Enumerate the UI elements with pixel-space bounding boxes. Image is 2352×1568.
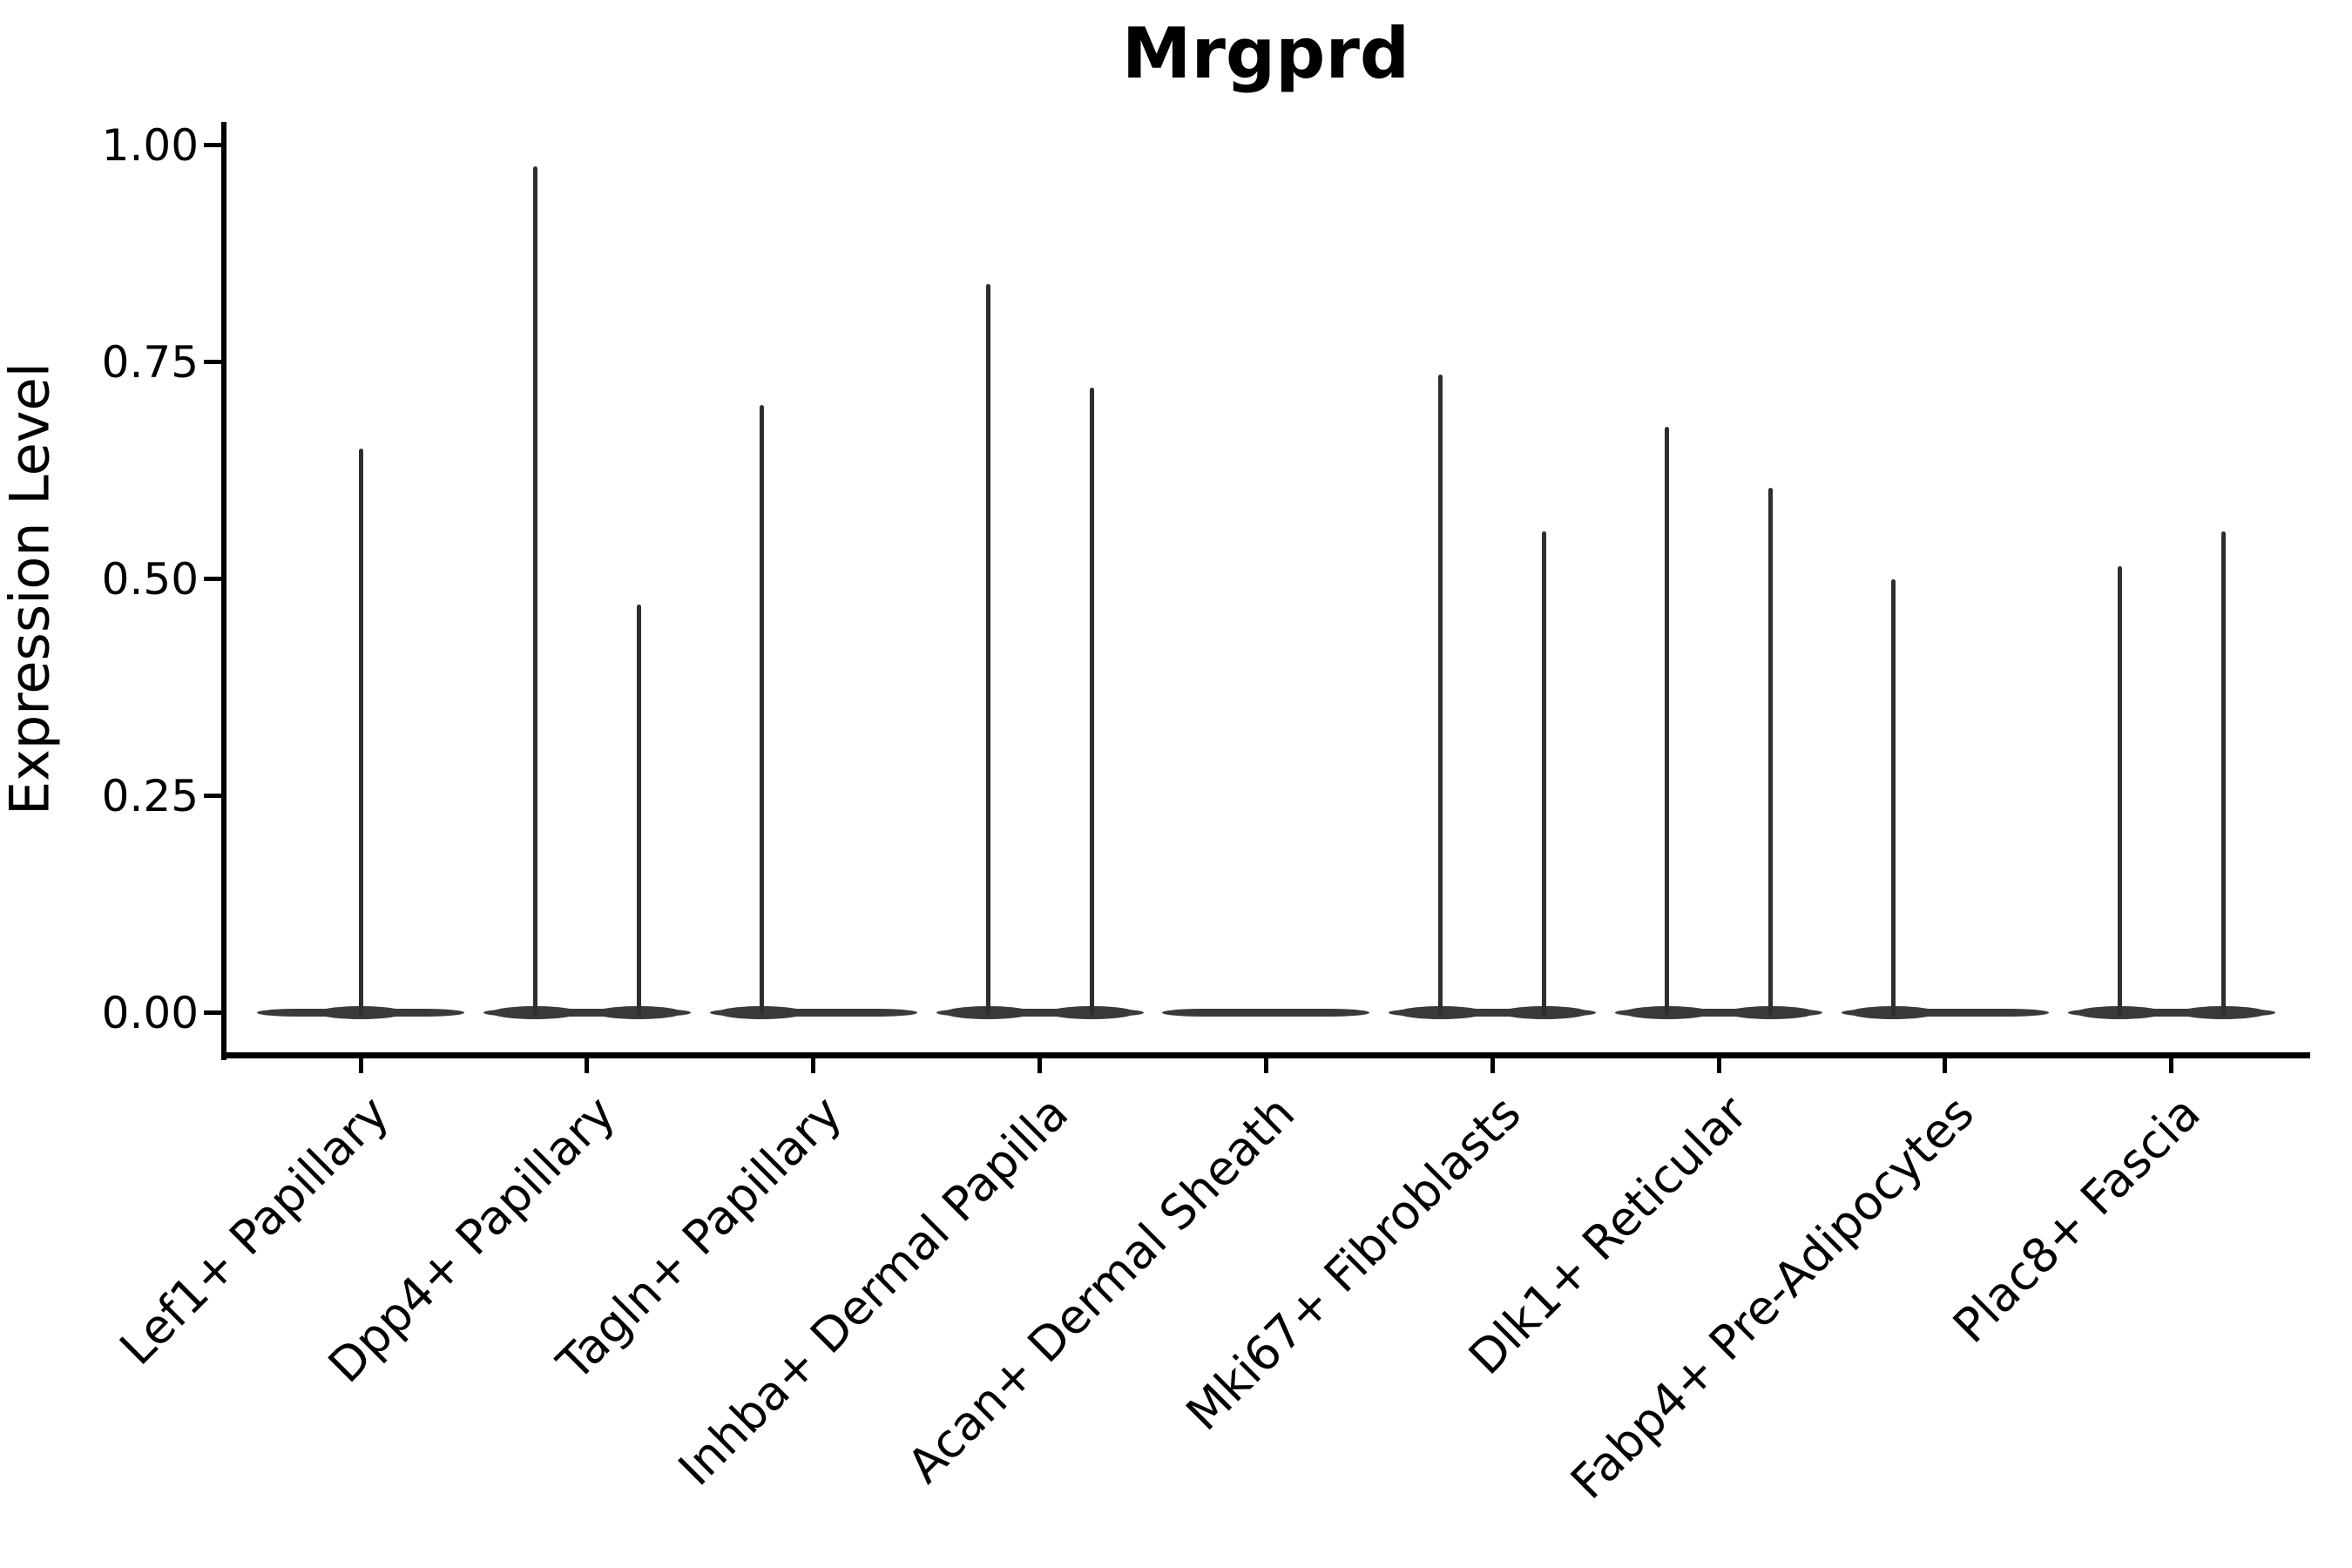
violin-baseline	[1841, 1009, 2049, 1017]
violin-spike	[636, 605, 641, 1016]
x-tick-mark	[2169, 1057, 2174, 1073]
violin-spike	[759, 405, 764, 1016]
x-tick-mark	[811, 1057, 816, 1073]
x-tick-label-text: Acan+ Dermal Sheath	[896, 1085, 1305, 1494]
y-axis-spine	[221, 122, 226, 1060]
violin-spike	[358, 449, 363, 1016]
violin-spike	[1089, 388, 1094, 1016]
violin-baseline	[1615, 1009, 1823, 1017]
violin-spike	[985, 283, 990, 1016]
violin-baseline	[483, 1009, 691, 1017]
x-tick-mark	[1716, 1057, 1721, 1073]
x-tick-mark	[358, 1057, 363, 1073]
y-tick-label: 0.75	[101, 336, 199, 388]
y-tick-label: 0.25	[101, 770, 199, 821]
violin-spike	[1890, 578, 1896, 1016]
violin-spike	[532, 166, 537, 1016]
x-tick-mark	[1490, 1057, 1495, 1073]
y-tick-label: 0.50	[101, 553, 199, 605]
violin-spike	[1542, 531, 1547, 1016]
violin-baseline	[936, 1009, 1144, 1017]
y-tick-mark	[204, 1010, 224, 1015]
y-tick-mark	[204, 794, 224, 798]
x-tick-mark	[1263, 1057, 1268, 1073]
x-tick-mark	[1943, 1057, 1948, 1073]
y-tick-label: 1.00	[101, 119, 199, 171]
violin-baseline	[709, 1009, 917, 1017]
x-tick-mark	[585, 1057, 590, 1073]
violin-spike	[2220, 531, 2226, 1016]
violin-spike	[1438, 375, 1443, 1016]
y-tick-mark	[204, 577, 224, 581]
violin-spike	[2117, 565, 2122, 1016]
violin-baseline	[1389, 1009, 1597, 1017]
x-tick-mark	[1037, 1057, 1043, 1073]
violin-spike	[1768, 487, 1774, 1016]
y-tick-mark	[204, 360, 224, 364]
x-tick-label-text: Fabp4+ Pre-Adipocytes	[1559, 1085, 1984, 1510]
violin-baseline	[1162, 1009, 1370, 1017]
y-tick-label: 0.00	[101, 987, 199, 1038]
x-tick-label-text: Inhba+ Dermal Papilla	[667, 1085, 1079, 1497]
y-tick-mark	[204, 143, 224, 147]
violin-baseline	[2067, 1009, 2275, 1017]
plot-title: Mrgprd	[1121, 13, 1410, 94]
x-axis-spine	[221, 1052, 2310, 1058]
violin-spike	[1665, 427, 1670, 1016]
